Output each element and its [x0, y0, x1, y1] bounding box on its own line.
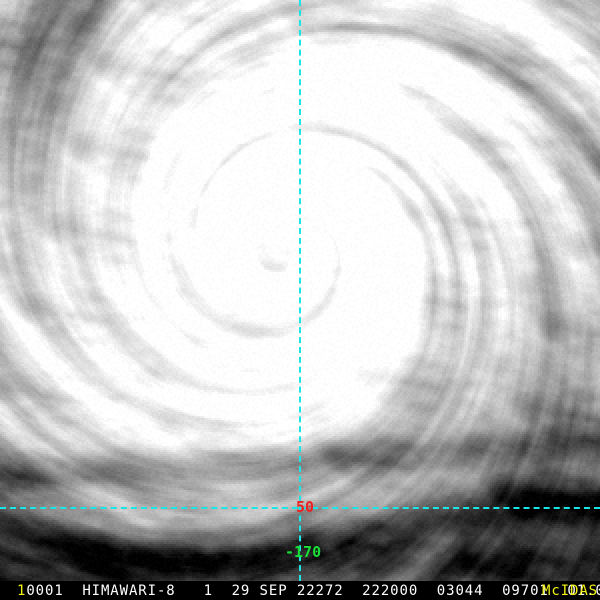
latitude-gridline	[0, 507, 600, 509]
band-number: 1	[17, 583, 27, 599]
info-bar: 10001 HIMAWARI-8 1 29 SEP 22272 222000 0…	[0, 581, 600, 600]
info-bar-fields: 0001 HIMAWARI-8 1 29 SEP 22272 222000 03…	[26, 583, 600, 599]
latitude-label: 50	[296, 498, 315, 516]
longitude-label: -170	[285, 543, 322, 561]
longitude-gridline	[299, 0, 301, 581]
mcidas-brand-label: McIDAS	[542, 583, 598, 599]
info-bar-text: 10001 HIMAWARI-8 1 29 SEP 22272 222000 0…	[17, 583, 600, 599]
